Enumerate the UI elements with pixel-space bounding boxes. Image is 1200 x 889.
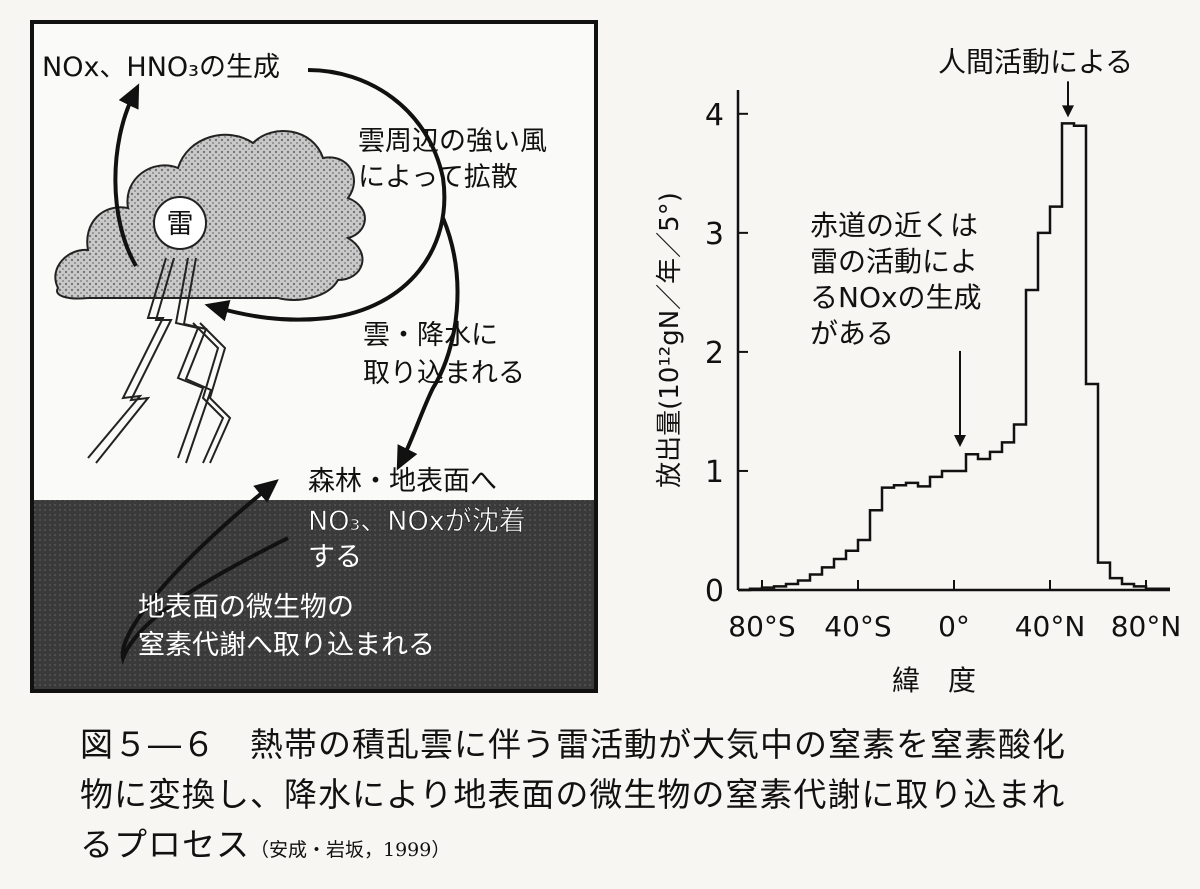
equator-annotation-line: 赤道の近くは (810, 209, 978, 242)
diffusion-arrow (204, 68, 447, 322)
equator-annotation-line: るNOxの生成 (810, 281, 982, 314)
thunder-label: 雷 (167, 209, 194, 240)
nox-generation-label: NOx、HNO₃の生成 (42, 52, 280, 83)
deposit-label-line2: NO₃、NOxが沈着 (308, 506, 526, 537)
caption-citation: （安成・岩坂，1999） (250, 839, 451, 861)
caption-line3-wrap: るプロセス（安成・岩坂，1999） (80, 818, 450, 866)
microbe-label-line2: 窒素代謝へ取り込まれる (138, 630, 435, 661)
y-tick-label: 4 (705, 98, 724, 133)
emission-chart: 0 1 2 3 4 80°S 40°S 0° 40°N 80°N 緯 度 放出量(10¹²gN／年／5… (655, 45, 1182, 697)
y-tick-label: 3 (705, 217, 724, 252)
lightning-bolts (87, 257, 232, 464)
x-axis-title: 緯 度 (892, 664, 976, 697)
upward-arrow (113, 83, 140, 268)
equator-annotation-line: 雷の活動によ (810, 245, 978, 278)
microbe-label-line1: 地表面の微生物の (138, 592, 354, 623)
caption-line2: 物に変換し、降水により地表面の微生物の窒素代謝に取り込まれ (80, 775, 1066, 814)
precipitation-arrow (396, 217, 460, 471)
y-tick-label: 2 (705, 336, 724, 371)
x-tick-label: 0° (938, 610, 970, 643)
y-tick-label: 0 (705, 574, 724, 609)
precip-label-line1: 雲・降水に (363, 320, 498, 351)
deposit-label-line3: する (308, 542, 362, 573)
nitrogen-cycle-diagram: 雷 NOx、HNO₃の生成 雲周辺の強い風 によって拡散 雲・降水に 取り込まれ… (30, 20, 598, 693)
equator-arrow-head (954, 434, 966, 447)
deposit-label-line1: 森林・地表面へ (308, 466, 497, 497)
diffusion-label-line1: 雲周辺の強い風 (358, 126, 547, 157)
diffusion-label-line2: によって拡散 (358, 162, 518, 193)
caption-line1: 図５―６ 熱帯の積乱雲に伴う雷活動が大気中の窒素を窒素酸化 (80, 725, 1066, 764)
thunder-circle (153, 196, 207, 250)
x-tick-label: 40°S (824, 610, 891, 643)
y-axis-title: 放出量(10¹²gN／年／5°) (655, 192, 685, 488)
caption-line3: るプロセス (80, 825, 250, 864)
x-tick-label: 80°N (1111, 610, 1182, 643)
x-tick-label: 80°S (728, 610, 795, 643)
ground-surface (34, 500, 594, 689)
peak-annotation: 人間活動による (938, 45, 1133, 78)
y-tick-label: 1 (705, 455, 724, 490)
x-tick-label: 40°N (1015, 610, 1086, 643)
precip-label-line2: 取り込まれる (363, 358, 525, 389)
microbe-arrow (120, 479, 289, 665)
peak-arrow-head (1062, 105, 1074, 118)
equator-annotation-line: がある (810, 317, 894, 350)
emission-step-line (738, 122, 1170, 592)
